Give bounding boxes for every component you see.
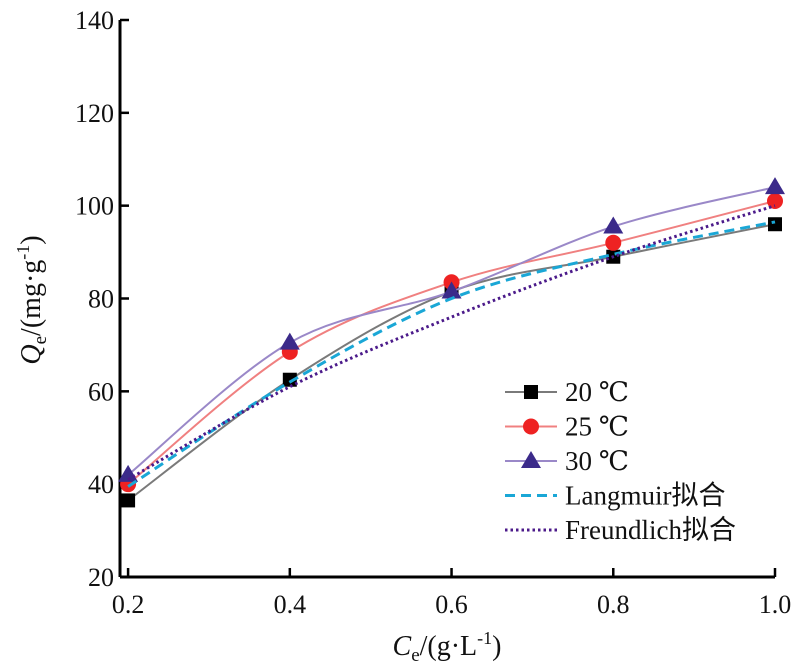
data-point [765, 177, 785, 195]
axis-title-unit: /(g·L [420, 631, 478, 662]
x-tick-label: 1.0 [759, 590, 792, 619]
axis-title-sup: -1 [477, 628, 492, 648]
axis-title-unit: /(mg·g [16, 260, 47, 336]
legend-item: 25 ℃ [505, 412, 629, 442]
legend-item: Langmuir拟合 [505, 481, 725, 511]
series-line [127, 223, 776, 502]
axis-title-close: ) [16, 235, 47, 244]
data-point [768, 217, 782, 232]
axis-title-main: C [393, 631, 412, 662]
series-1 [120, 193, 783, 493]
series-4 [127, 204, 776, 481]
series-line [127, 204, 776, 481]
x-tick-label: 0.8 [597, 590, 630, 619]
data-point [603, 216, 624, 234]
series-0 [121, 217, 782, 508]
legend-swatch-marker [521, 451, 541, 468]
axis-title-close: ) [492, 631, 501, 662]
series-layer [118, 177, 785, 508]
axis-title-sub: e [30, 336, 51, 344]
data-point [121, 493, 136, 508]
legend-item: 30 ℃ [505, 446, 629, 476]
data-point [118, 464, 139, 482]
axis-title-main: Q [16, 344, 47, 364]
legend-swatch-marker [523, 418, 539, 435]
y-tick-label: 20 [88, 563, 114, 592]
data-point [279, 332, 300, 350]
series-line [127, 220, 776, 488]
y-tick-label: 120 [75, 99, 114, 128]
x-tick-label: 0.6 [435, 590, 468, 619]
legend-label: 20 ℃ [565, 377, 629, 407]
y-tick-label: 100 [75, 192, 114, 221]
data-point [441, 281, 462, 299]
axes: 20 40 60 80 100 120 140 0.2 0.4 0.6 0.8 1.0 [75, 6, 791, 619]
legend-label: Freundlich拟合 [565, 515, 736, 545]
legend-label: 30 ℃ [565, 446, 629, 476]
legend-item: Freundlich拟合 [505, 515, 736, 545]
legend-label: Langmuir拟合 [565, 481, 725, 511]
y-tick-label: 140 [75, 6, 114, 35]
y-tick-label: 40 [88, 470, 114, 499]
data-point [605, 234, 622, 251]
x-tick-label: 0.2 [112, 590, 145, 619]
y-axis-title: Qe/(mg·g-1) [13, 235, 51, 364]
axis-title-sup: -1 [13, 245, 33, 260]
legend-swatch-marker [524, 385, 538, 399]
axis-titles: Ce/(g·L-1)Qe/(mg·g-1) [13, 235, 501, 666]
legend-item: 20 ℃ [505, 377, 629, 407]
legend: 20 ℃ 25 ℃ 30 ℃ Langmuir拟合 Freundlich拟合 [505, 377, 736, 545]
x-tick-label: 0.4 [274, 590, 307, 619]
data-point [767, 193, 783, 210]
y-tick-label: 80 [88, 285, 114, 314]
series-2 [118, 177, 785, 482]
y-tick-label: 60 [88, 377, 114, 406]
x-axis-title: Ce/(g·L-1) [393, 628, 502, 666]
legend-label: 25 ℃ [565, 412, 629, 442]
axis-title-sub: e [411, 645, 419, 666]
series-line [127, 186, 776, 476]
data-point [282, 372, 297, 387]
series-3 [127, 220, 776, 488]
